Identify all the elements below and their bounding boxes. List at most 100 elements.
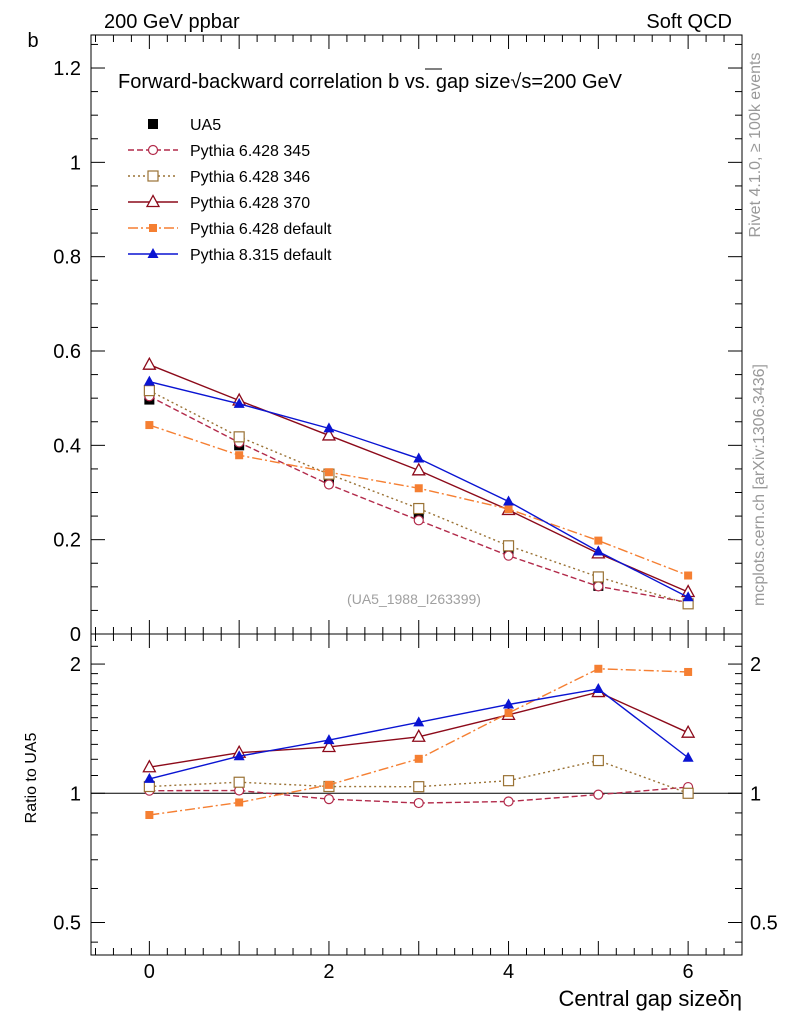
legend-label: Pythia 6.428 370 xyxy=(190,195,310,212)
main-point xyxy=(503,495,515,506)
main-point xyxy=(682,591,694,602)
main-point xyxy=(413,515,424,526)
ratio-y-tick-label-left: 0.5 xyxy=(53,912,81,934)
sqrt-symbol: √ xyxy=(510,71,521,93)
main-point xyxy=(414,484,423,493)
legend-label: Pythia 6.428 default xyxy=(190,221,332,238)
legend-marker xyxy=(145,194,161,208)
main-point xyxy=(143,375,155,386)
ratio-point xyxy=(592,682,604,693)
main-y-tick-label: 0.4 xyxy=(53,435,81,457)
main-point xyxy=(594,536,603,545)
x-tick-label: 4 xyxy=(503,961,514,983)
mcplots-text: mcplots.cern.ch [arXiv:1306.3436] xyxy=(751,364,768,606)
main-point xyxy=(323,422,335,433)
legend-label: Pythia 6.428 346 xyxy=(190,169,310,186)
main-point xyxy=(592,545,604,556)
main-point xyxy=(324,468,333,477)
main-point xyxy=(684,571,693,580)
main-point xyxy=(233,397,245,408)
main-panel-frame xyxy=(90,34,743,635)
main-plot-area xyxy=(142,356,696,610)
x-axis-label-text: Central gap size xyxy=(559,986,718,1011)
x-tick-label: 6 xyxy=(683,961,694,983)
analysis-watermark: (UA5_1988_I263399) xyxy=(347,591,481,607)
legend-label: Pythia 8.315 default xyxy=(190,247,332,264)
main-point xyxy=(142,356,157,370)
ratio-point xyxy=(502,775,515,787)
ratio-point xyxy=(321,739,337,753)
ratio-y-tick-label-right: 1 xyxy=(750,783,761,805)
ratio-point xyxy=(324,780,333,789)
rivet-version-text: Rivet 4.1.0, ≥ 100k events xyxy=(747,53,764,238)
main-point xyxy=(323,479,335,490)
ratio-point xyxy=(682,751,694,762)
main-point xyxy=(413,502,425,515)
main-series-line xyxy=(149,395,689,604)
main-point xyxy=(592,571,604,583)
ratio-point xyxy=(503,796,514,807)
ratio-point xyxy=(413,797,424,809)
main-point xyxy=(502,540,515,552)
ua5-data-point xyxy=(413,509,424,520)
x-tick-label: 0 xyxy=(144,961,155,983)
legend-marker xyxy=(147,248,159,258)
ratio-point xyxy=(593,789,604,800)
ratio-point xyxy=(323,734,335,745)
header-right: Soft QCD xyxy=(646,11,732,33)
ratio-point xyxy=(504,709,513,718)
main-point xyxy=(143,385,155,397)
ratio-point xyxy=(233,750,245,761)
x-axis-label-symbol: δη xyxy=(718,986,742,1011)
legend-marker xyxy=(147,144,159,156)
ratio-point xyxy=(142,759,157,773)
main-point xyxy=(593,581,604,592)
main-point xyxy=(235,451,244,460)
ratio-y-tick-label-left: 1 xyxy=(70,783,81,805)
main-point xyxy=(411,462,426,476)
x-tick-label: 2 xyxy=(323,961,334,983)
main-point xyxy=(504,505,513,514)
legend-marker xyxy=(149,224,157,232)
ratio-y-axis: 0.5 0.5 1 1 2 2 xyxy=(53,645,778,943)
main-point xyxy=(321,427,337,441)
main-series-line xyxy=(149,390,689,605)
ratio-y-tick-label-right: 0.5 xyxy=(750,912,778,934)
main-y-tick-label: 0.2 xyxy=(53,530,81,552)
main-point xyxy=(413,452,425,463)
main-title-text: Forward-backward correlation b vs. gap s… xyxy=(118,71,510,93)
legend-marker xyxy=(148,119,158,129)
main-series-line xyxy=(149,424,689,577)
ratio-y-tick-label-right: 2 xyxy=(750,654,761,676)
main-point xyxy=(233,431,245,443)
main-title-suffix: s=200 GeV xyxy=(521,71,622,93)
x-axis-label: Central gap sizeδη xyxy=(559,986,742,1011)
main-y-tick-label: 1 xyxy=(70,152,81,174)
ratio-point xyxy=(684,667,693,676)
y-axis-label: b xyxy=(27,30,38,52)
ratio-y-axis-label: Ratio to UA5 xyxy=(23,733,40,824)
ratio-point xyxy=(411,728,426,742)
ratio-point xyxy=(681,724,696,738)
main-point xyxy=(145,421,154,430)
ratio-point xyxy=(413,716,425,727)
ratio-point xyxy=(143,780,155,793)
ratio-panel-frame xyxy=(90,633,743,956)
main-y-tick-label: 0.8 xyxy=(53,247,81,269)
ratio-point xyxy=(143,772,155,783)
main-y-tick-label: 0 xyxy=(70,624,81,646)
main-point xyxy=(503,550,514,561)
ratio-point xyxy=(594,664,603,673)
ratio-point xyxy=(323,794,335,805)
main-series-line xyxy=(149,364,689,593)
main-y-axis: 0 0.2 0.4 0.6 0.8 1 1.2 xyxy=(53,43,742,646)
main-title: Forward-backward correlation b vs. gap s… xyxy=(118,71,623,93)
ratio-point xyxy=(414,754,423,763)
legend-label: UA5 xyxy=(190,117,221,134)
ratio-point xyxy=(592,754,604,767)
x-axis: 0 2 4 6 xyxy=(94,35,725,983)
legend-marker xyxy=(147,170,159,182)
ratio-point xyxy=(145,811,154,820)
